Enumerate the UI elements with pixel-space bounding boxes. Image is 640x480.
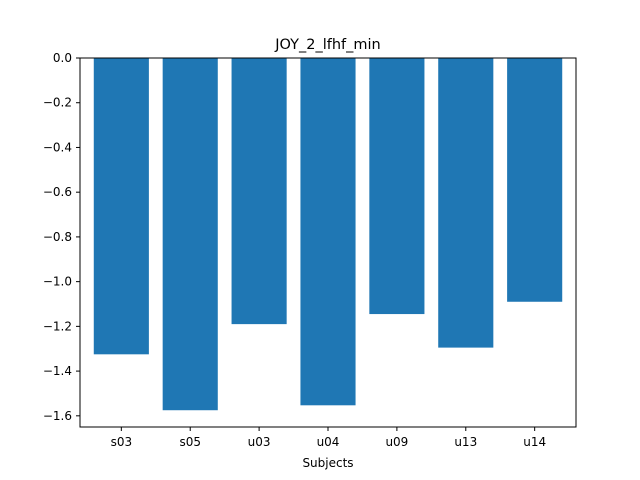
- y-tick-label: −0.8: [43, 230, 72, 244]
- bar-u04: [300, 58, 356, 406]
- x-tick-label: u04: [317, 435, 340, 449]
- x-axis-label: Subjects: [302, 456, 353, 470]
- bar-u14: [507, 58, 563, 302]
- x-tick-label: u03: [248, 435, 271, 449]
- x-tick-label: s03: [111, 435, 133, 449]
- plot-frame: [79, 57, 577, 428]
- chart-title: JOY_2_lfhf_min: [274, 37, 381, 53]
- y-tick-label: −0.4: [43, 140, 72, 154]
- x-tick-label: u14: [523, 435, 546, 449]
- y-tick-label: −1.2: [43, 319, 72, 333]
- x-tick-label: s05: [179, 435, 201, 449]
- y-tick-label: −1.6: [43, 409, 72, 423]
- x-tick-label: u13: [454, 435, 477, 449]
- x-axis-ticks: s03 s05 u03 u04 u09 u13 u14: [111, 427, 546, 449]
- y-axis-ticks: 0.0 −0.2 −0.4 −0.6 −0.8 −1.0 −1.2 −1.4 −1.6: [43, 51, 80, 423]
- bars-layer: [93, 58, 563, 411]
- bar-u03: [231, 58, 287, 325]
- y-tick-label: −0.2: [43, 96, 72, 110]
- bar-u09: [369, 58, 425, 315]
- y-tick-label: −1.4: [43, 364, 72, 378]
- bar-s05: [162, 58, 218, 411]
- y-tick-label: 0.0: [53, 51, 72, 65]
- y-tick-label: −1.0: [43, 275, 72, 289]
- bar-s03: [93, 58, 149, 355]
- y-tick-label: −0.6: [43, 185, 72, 199]
- bar-u13: [438, 58, 494, 348]
- x-tick-label: u09: [385, 435, 408, 449]
